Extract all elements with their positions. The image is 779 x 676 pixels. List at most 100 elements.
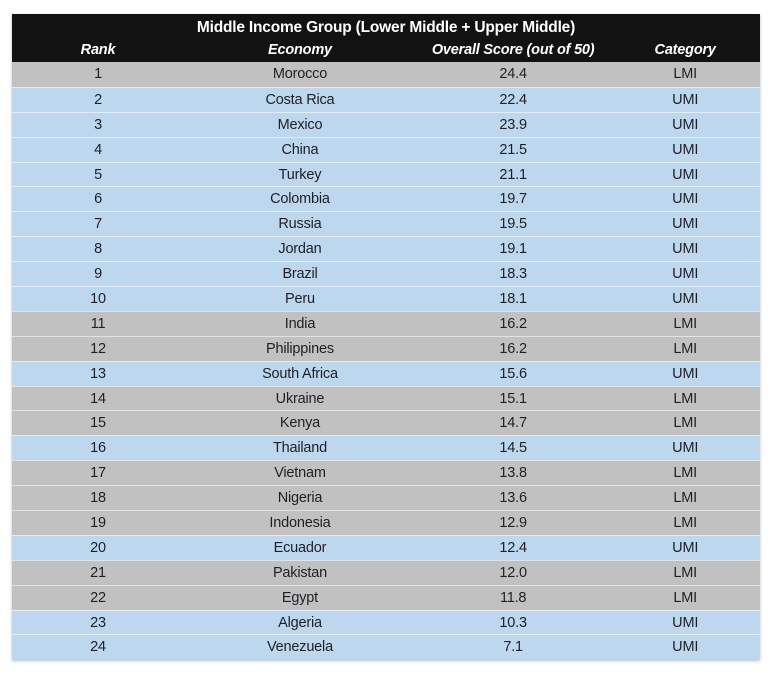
economy-cell: Costa Rica: [265, 91, 335, 108]
rank-cell: 24: [90, 639, 106, 656]
category-cell: UMI: [672, 266, 699, 283]
table-row: 9 Brazil 18.3 UMI: [12, 261, 760, 287]
economy-cell: Kenya: [279, 415, 321, 432]
category-cell: LMI: [673, 315, 697, 332]
table-row: 22 Egypt 11.8 LMI: [12, 584, 760, 610]
economy-cell: Nigeria: [277, 490, 323, 507]
score-cell: 19.1: [499, 241, 527, 258]
score-cell: 13.6: [499, 490, 527, 507]
rank-cell: 13: [90, 365, 106, 382]
rank-cell: 4: [94, 141, 102, 158]
economy-cell: Thailand: [272, 440, 327, 457]
rank-cell: 18: [90, 490, 106, 507]
category-cell: UMI: [672, 91, 699, 108]
score-cell: 15.6: [499, 365, 527, 382]
economy-cell: Vietnam: [274, 465, 326, 482]
table-row: 14 Ukraine 15.1 LMI: [12, 385, 760, 411]
category-cell: LMI: [673, 340, 697, 357]
score-cell: 18.1: [499, 291, 527, 308]
category-cell: UMI: [672, 166, 699, 183]
rank-cell: 3: [94, 116, 102, 133]
rank-cell: 21: [90, 564, 106, 581]
table-row: 19 Indonesia 12.9 LMI: [12, 510, 760, 535]
economy-cell: Peru: [285, 291, 315, 308]
score-cell: 23.9: [499, 116, 527, 133]
table-title: Middle Income Group (Lower Middle + Uppe…: [196, 19, 576, 36]
score-cell: 21.1: [499, 166, 527, 183]
rank-cell: 22: [90, 589, 106, 606]
rank-cell: 6: [94, 191, 102, 208]
score-cell: 16.2: [499, 315, 527, 332]
economy-cell: Indonesia: [269, 515, 331, 532]
economy-cell: Philippines: [266, 340, 334, 357]
score-cell: 24.4: [499, 66, 527, 82]
table-row: 5 Turkey 21.1 UMI: [12, 161, 760, 187]
rank-cell: 5: [94, 166, 102, 183]
category-cell: LMI: [673, 490, 697, 507]
economy-cell: South Africa: [262, 365, 338, 382]
economy-cell: Mexico: [277, 116, 323, 133]
economy-cell: Russia: [278, 216, 322, 233]
rank-cell: 8: [94, 241, 102, 258]
score-cell: 10.3: [499, 614, 527, 631]
table-row: 7 Russia 19.5 UMI: [12, 211, 760, 237]
table-row: 6 Colombia 19.7 UMI: [12, 186, 760, 212]
score-cell: 14.5: [499, 440, 527, 457]
score-cell: 7.1: [503, 639, 523, 656]
score-cell: 19.5: [499, 216, 527, 233]
economy-cell: Pakistan: [272, 564, 327, 581]
category-cell: UMI: [672, 191, 699, 208]
table-row: 18 Nigeria 13.6 LMI: [12, 485, 760, 511]
category-cell: UMI: [672, 141, 699, 158]
score-cell: 12.0: [499, 564, 527, 581]
category-cell: LMI: [673, 415, 697, 432]
table-row: 20 Ecuador 12.4 UMI: [12, 534, 760, 560]
table-body: 1 Morocco 24.4 LMI 2 Costa Rica 22.4 UMI 3 Mexico…: [12, 62, 760, 660]
economy-cell: India: [284, 315, 316, 332]
economy-cell: Turkey: [278, 166, 322, 183]
score-cell: 12.4: [499, 539, 527, 556]
rank-cell: 1: [94, 66, 102, 82]
rank-cell: 10: [90, 291, 106, 308]
rank-cell: 20: [90, 539, 106, 556]
category-cell: UMI: [672, 614, 699, 631]
category-cell: UMI: [672, 365, 699, 382]
category-cell: LMI: [673, 390, 697, 407]
table-row: 15 Kenya 14.7 LMI: [12, 410, 760, 436]
column-header-economy: Economy: [268, 42, 332, 58]
category-cell: UMI: [672, 539, 699, 556]
economy-cell: Colombia: [270, 191, 330, 208]
economy-cell: Jordan: [278, 241, 322, 258]
category-cell: UMI: [672, 216, 699, 233]
score-cell: 21.5: [499, 141, 527, 158]
table-row: 2 Costa Rica 22.4 UMI: [12, 86, 760, 112]
score-cell: 15.1: [499, 390, 527, 407]
category-cell: LMI: [673, 564, 697, 581]
category-cell: LMI: [673, 589, 697, 606]
economy-cell: China: [281, 141, 319, 158]
economy-cell: Morocco: [272, 66, 328, 82]
column-header-category: Category: [654, 42, 716, 58]
economy-cell: Venezuela: [267, 639, 333, 656]
score-cell: 19.7: [499, 191, 527, 208]
rank-cell: 15: [90, 415, 106, 432]
rank-cell: 11: [90, 315, 106, 332]
economy-cell: Ukraine: [275, 390, 325, 407]
column-header-rank: Rank: [80, 42, 116, 58]
category-cell: LMI: [673, 515, 697, 532]
table-row: 3 Mexico 23.9 UMI: [12, 111, 760, 137]
table-row: 23 Algeria 10.3 UMI: [12, 609, 760, 635]
score-cell: 16.2: [499, 340, 527, 357]
score-cell: 22.4: [499, 91, 527, 108]
rank-cell: 16: [90, 440, 106, 457]
score-cell: 13.8: [499, 465, 527, 482]
rank-cell: 2: [94, 91, 102, 108]
economy-cell: Egypt: [281, 589, 319, 606]
table-row: 16 Thailand 14.5 UMI: [12, 435, 760, 461]
table-header: Middle Income Group (Lower Middle + Uppe…: [12, 14, 760, 62]
category-cell: UMI: [672, 440, 699, 457]
middle-income-table: Middle Income Group (Lower Middle + Uppe…: [12, 14, 760, 661]
table-row: 8 Jordan 19.1 UMI: [12, 236, 760, 262]
score-cell: 18.3: [499, 266, 527, 283]
rank-cell: 23: [90, 614, 106, 631]
